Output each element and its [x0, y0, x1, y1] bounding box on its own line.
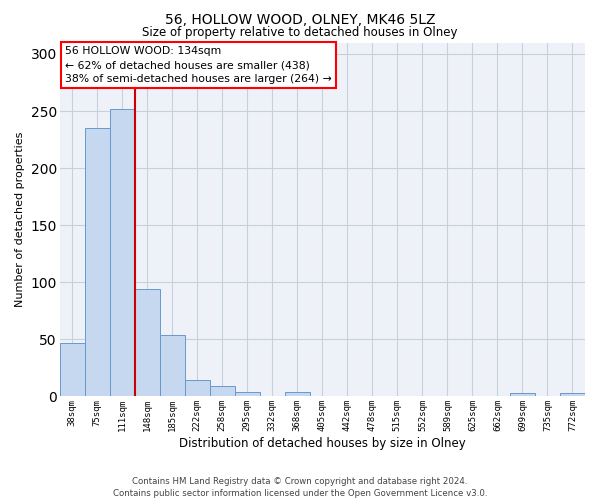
Bar [235, 392, 260, 396]
Bar [185, 380, 210, 396]
Bar [510, 393, 535, 396]
Text: Size of property relative to detached houses in Olney: Size of property relative to detached ho… [142, 26, 458, 39]
X-axis label: Distribution of detached houses by size in Olney: Distribution of detached houses by size … [179, 437, 466, 450]
Bar [85, 128, 110, 396]
Text: 56 HOLLOW WOOD: 134sqm
← 62% of detached houses are smaller (438)
38% of semi-de: 56 HOLLOW WOOD: 134sqm ← 62% of detached… [65, 46, 332, 84]
Bar [210, 386, 235, 396]
Bar [135, 289, 160, 397]
Text: 56, HOLLOW WOOD, OLNEY, MK46 5LZ: 56, HOLLOW WOOD, OLNEY, MK46 5LZ [165, 12, 435, 26]
Y-axis label: Number of detached properties: Number of detached properties [15, 132, 25, 307]
Text: Contains HM Land Registry data © Crown copyright and database right 2024.
Contai: Contains HM Land Registry data © Crown c… [113, 476, 487, 498]
Bar [60, 343, 85, 396]
Bar [110, 108, 135, 397]
Bar [560, 393, 585, 396]
Bar [160, 335, 185, 396]
Bar [285, 392, 310, 396]
